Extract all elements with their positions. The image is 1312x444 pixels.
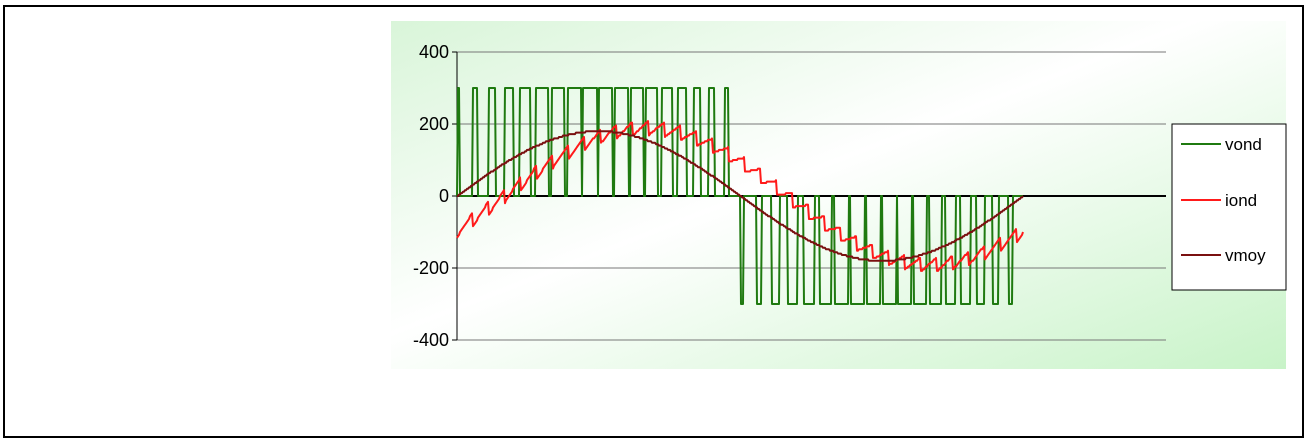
series-line-vmoy xyxy=(457,130,1024,262)
legend-box xyxy=(1171,123,1287,291)
y-axis-labels: 400 200 0 -200 -400 xyxy=(413,42,449,350)
legend: vond iond vmoy xyxy=(1171,123,1287,291)
y-tick-label: -400 xyxy=(413,330,449,350)
y-tick-label: -200 xyxy=(413,258,449,278)
y-tick-label: 0 xyxy=(439,186,449,206)
grid xyxy=(452,51,1166,341)
y-tick-label: 200 xyxy=(419,114,449,134)
y-tick-label: 400 xyxy=(419,42,449,62)
chart-frame: 400 200 0 -200 -400 vond iond vmoy xyxy=(3,5,1304,438)
series-line-iond xyxy=(456,120,1024,272)
legend-label-iond: iond xyxy=(1225,191,1257,210)
legend-label-vond: vond xyxy=(1225,135,1262,154)
legend-label-vmoy: vmoy xyxy=(1225,246,1266,265)
chart-svg: 400 200 0 -200 -400 vond iond vmoy xyxy=(391,21,1287,369)
plot-area xyxy=(456,87,1024,305)
